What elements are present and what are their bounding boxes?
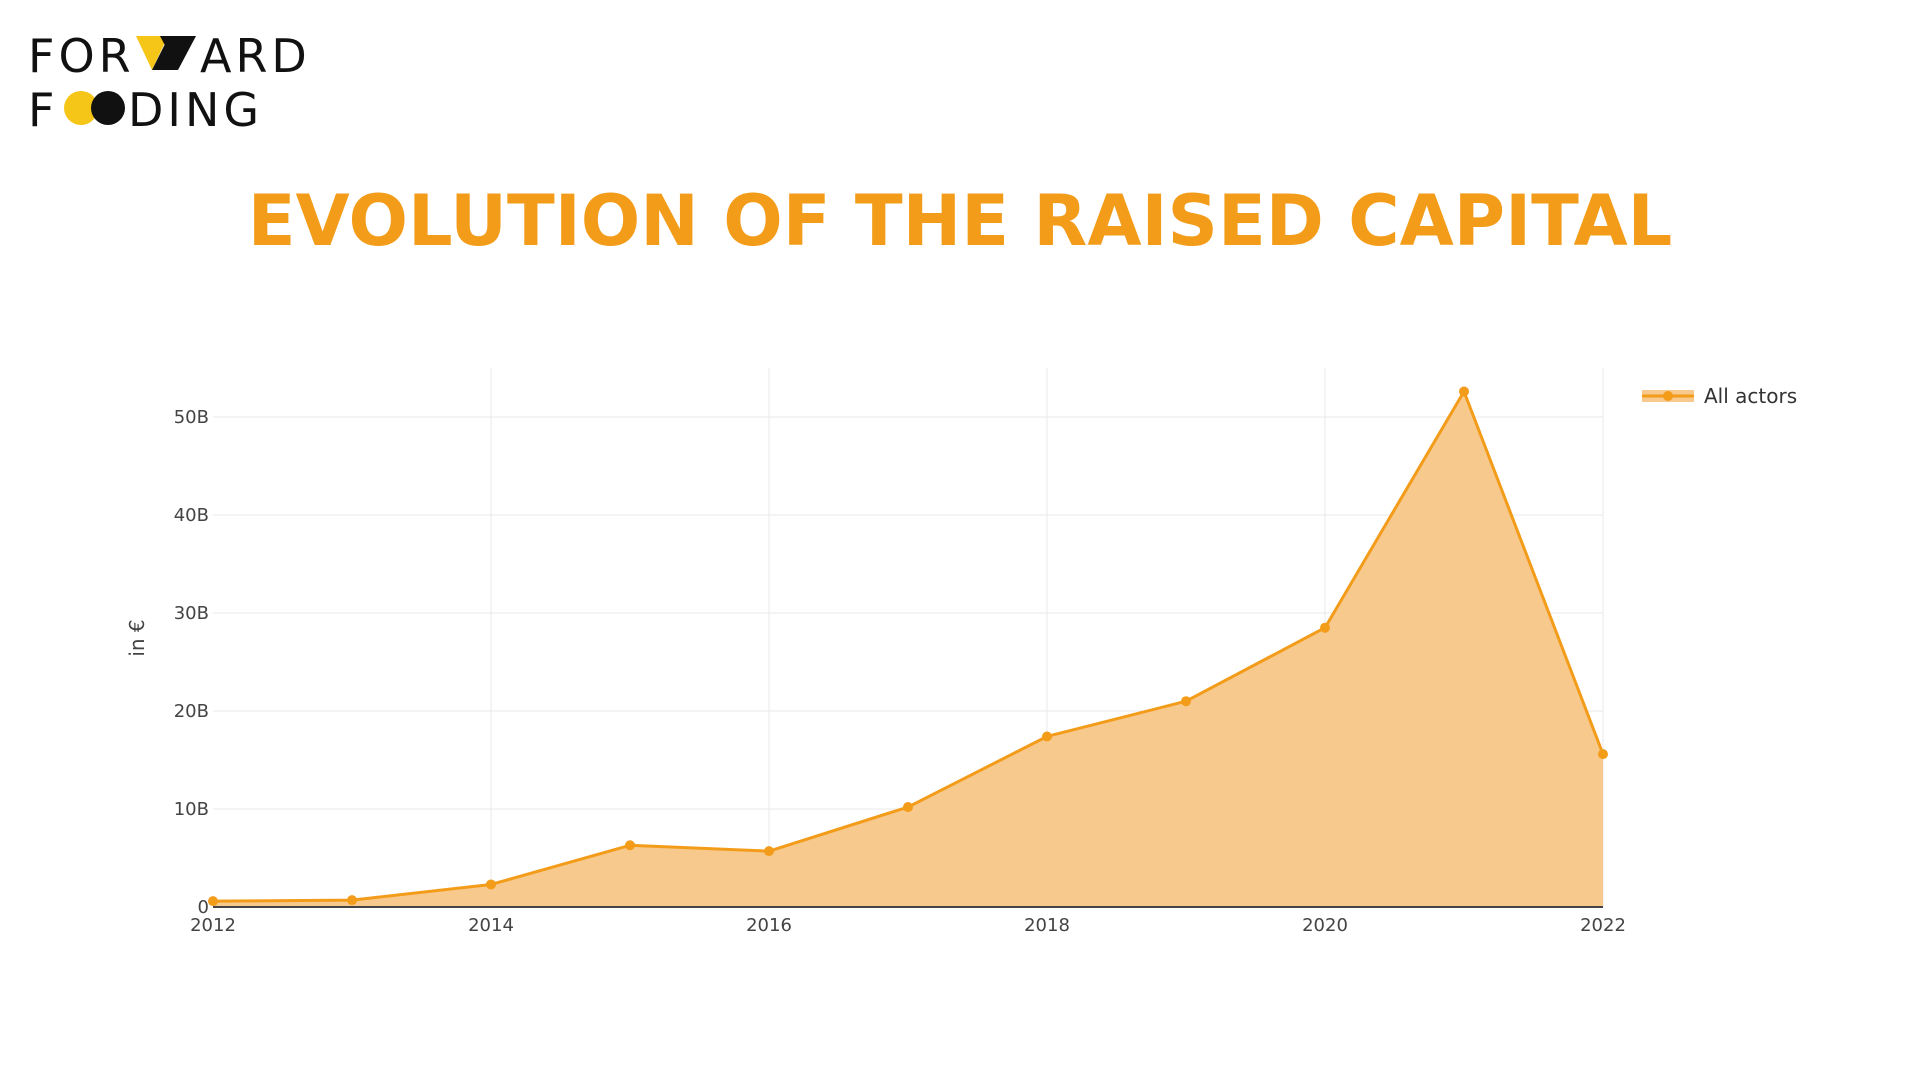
x-tick-label: 2016 — [746, 915, 792, 936]
series-area-fill — [213, 391, 1603, 907]
x-tick-label: 2014 — [468, 915, 514, 936]
data-point — [208, 896, 218, 907]
data-point — [903, 802, 913, 813]
legend[interactable]: All actors — [1642, 384, 1797, 408]
logo-line1-right: ARD — [200, 30, 311, 83]
logo-w-mark — [136, 36, 196, 70]
data-point — [1181, 696, 1191, 707]
logo-line1-left: FOR — [28, 30, 135, 83]
y-tick-label: 50B — [174, 407, 209, 428]
y-tick-label: 30B — [174, 603, 209, 624]
y-tick-label: 10B — [174, 799, 209, 820]
legend-label: All actors — [1704, 384, 1797, 408]
data-point — [625, 840, 635, 851]
data-points — [208, 386, 1608, 907]
y-tick-label: 40B — [174, 505, 209, 526]
data-point — [764, 846, 774, 857]
legend-swatch-marker — [1663, 391, 1673, 401]
y-tick-label: 0 — [198, 897, 209, 918]
axes: 0 10B 20B 30B 40B 50B 2012 2014 2016 2018 2020 2022 — [174, 407, 1626, 936]
logo-graphic: FOR ARD F DING — [28, 29, 311, 137]
x-tick-label: 2022 — [1580, 915, 1626, 936]
data-point — [486, 879, 496, 890]
y-axis-label: in € — [125, 619, 149, 656]
forward-fooding-logo: FOR ARD F DING — [28, 29, 328, 137]
x-tick-label: 2020 — [1302, 915, 1348, 936]
x-tick-label: 2012 — [190, 915, 236, 936]
logo-line2-left: F — [28, 83, 58, 130]
data-point — [1598, 749, 1608, 760]
y-tick-label: 20B — [174, 701, 209, 722]
data-point — [347, 895, 357, 906]
data-point — [1042, 731, 1052, 742]
slide-title: EVOLUTION OF THE RAISED CAPITAL — [247, 180, 1673, 262]
logo-oo-mark — [64, 91, 125, 125]
data-point — [1459, 386, 1469, 397]
logo-line2-right: DING — [128, 83, 263, 130]
area-layer — [212, 390, 1605, 907]
data-point — [1320, 622, 1330, 633]
x-tick-label: 2018 — [1024, 915, 1070, 936]
